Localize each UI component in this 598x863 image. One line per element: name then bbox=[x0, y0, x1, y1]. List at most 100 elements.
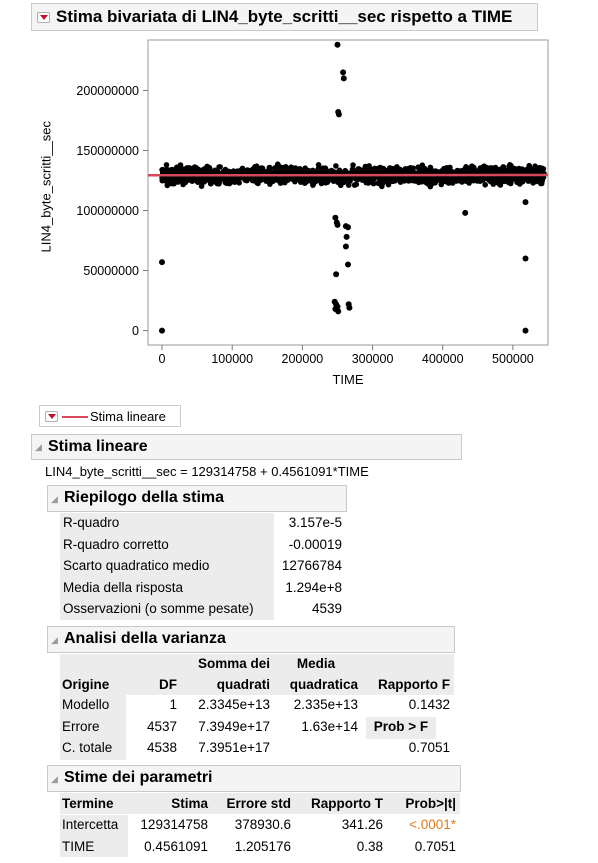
anova-row-df: 4537 bbox=[146, 718, 177, 734]
data-point bbox=[280, 164, 287, 171]
anova-header-row bbox=[60, 654, 454, 695]
params-row-errore: 378930.6 bbox=[234, 817, 291, 832]
legend-red-triangle-menu-icon[interactable] bbox=[45, 411, 58, 422]
data-point bbox=[205, 164, 212, 171]
data-point bbox=[315, 162, 322, 168]
collapse-triangle-icon[interactable]: ◢ bbox=[51, 774, 58, 784]
data-point bbox=[513, 168, 520, 174]
data-point bbox=[531, 169, 538, 175]
anova-label-column bbox=[60, 695, 126, 760]
data-point bbox=[302, 165, 309, 171]
data-point bbox=[346, 304, 353, 311]
main-red-triangle-menu-icon[interactable] bbox=[37, 12, 50, 23]
data-point bbox=[482, 182, 489, 188]
data-point bbox=[360, 167, 366, 173]
params-header[interactable]: ◢ Stime dei parametri bbox=[47, 765, 461, 792]
params-col-stima: Stima bbox=[171, 796, 208, 811]
data-point bbox=[485, 166, 492, 173]
data-point bbox=[296, 167, 302, 174]
summary-row-label: R-quadro corretto bbox=[63, 536, 169, 552]
params-row-p: 0.7051 bbox=[414, 838, 456, 854]
data-point bbox=[522, 327, 529, 334]
params-label-column bbox=[60, 815, 128, 857]
anova-header[interactable]: ◢ Analisi della varianza bbox=[47, 626, 455, 653]
legend-line-swatch bbox=[62, 416, 88, 418]
data-point bbox=[343, 233, 350, 240]
data-point bbox=[198, 183, 205, 189]
data-point bbox=[479, 176, 486, 182]
data-point bbox=[489, 178, 495, 185]
y-tick-label: 100000000 bbox=[76, 204, 139, 218]
anova-row-ms: 2.335e+13 bbox=[293, 697, 358, 712]
collapse-triangle-icon[interactable]: ◢ bbox=[51, 635, 58, 645]
data-point bbox=[322, 165, 329, 171]
data-point bbox=[332, 214, 339, 221]
data-point bbox=[284, 169, 291, 175]
params-row-t: 0.38 bbox=[356, 838, 383, 854]
data-point bbox=[382, 177, 389, 184]
y-tick-label: 200000000 bbox=[76, 84, 139, 98]
data-point bbox=[181, 177, 187, 184]
summary-row-label: Osservazioni (o somme pesate) bbox=[63, 601, 254, 616]
summary-row-value: 1.294e+8 bbox=[285, 579, 342, 595]
data-point bbox=[340, 75, 347, 82]
anova-row-origine: C. totale bbox=[62, 740, 113, 755]
x-tick-label: 300000 bbox=[352, 352, 394, 366]
collapse-triangle-icon[interactable]: ◢ bbox=[51, 494, 58, 504]
data-point bbox=[273, 167, 279, 174]
fit-equation: LIN4_byte_scritti__sec = 129314758 + 0.4… bbox=[45, 464, 369, 479]
params-row-errore: 1.205176 bbox=[234, 838, 291, 854]
collapse-triangle-icon[interactable]: ◢ bbox=[35, 442, 42, 452]
data-point bbox=[333, 163, 339, 169]
anova-col-f: Rapporto F bbox=[378, 677, 450, 692]
data-point bbox=[205, 169, 212, 176]
params-row-stima: 129314758 bbox=[140, 817, 208, 832]
scatter-chart: 0 100000 200000 300000 400000 500000 0 50000000… bbox=[76, 39, 549, 366]
x-tick-label: 400000 bbox=[422, 352, 464, 366]
data-point bbox=[438, 181, 445, 188]
data-point bbox=[442, 175, 449, 182]
anova-probf-cell bbox=[366, 717, 436, 739]
data-point bbox=[159, 327, 165, 334]
y-tick-label: 150000000 bbox=[76, 144, 139, 158]
data-point bbox=[334, 175, 341, 181]
data-point bbox=[324, 179, 331, 186]
params-title: Stime dei parametri bbox=[64, 769, 213, 786]
anova-row-ss: 7.3951e+17 bbox=[198, 740, 270, 755]
x-axis-title: TIME bbox=[332, 372, 364, 387]
data-point bbox=[522, 199, 529, 206]
legend-label: Stima lineare bbox=[90, 409, 166, 424]
data-point bbox=[449, 180, 456, 186]
data-point bbox=[206, 177, 213, 184]
main-title-bar: Stima bivariata di LIN4_byte_scritti__se… bbox=[31, 3, 538, 31]
data-point bbox=[159, 259, 165, 266]
anova-col-ss-line2: quadrati bbox=[216, 677, 270, 692]
params-row-termine: TIME bbox=[62, 838, 95, 854]
data-point bbox=[509, 175, 516, 181]
anova-row-ss: 2.3345e+13 bbox=[198, 697, 270, 712]
data-point bbox=[253, 176, 259, 182]
summary-row-value: 12766784 bbox=[281, 558, 342, 573]
summary-label-column bbox=[60, 513, 274, 620]
data-point bbox=[377, 164, 384, 171]
linear-fit-title: Stima lineare bbox=[48, 438, 148, 455]
data-point bbox=[164, 167, 170, 173]
data-point bbox=[350, 162, 356, 168]
params-header-row bbox=[60, 793, 460, 814]
data-point bbox=[214, 168, 221, 175]
data-point bbox=[340, 69, 347, 76]
data-point bbox=[363, 179, 370, 186]
params-col-t: Rapporto T bbox=[311, 796, 383, 811]
data-point bbox=[159, 167, 165, 173]
linear-fit-header[interactable]: ◢ Stima lineare bbox=[31, 434, 462, 460]
anova-row-ss: 7.3949e+17 bbox=[198, 718, 270, 734]
data-point bbox=[252, 164, 258, 170]
data-point bbox=[537, 168, 543, 175]
data-point bbox=[519, 178, 526, 185]
summary-header[interactable]: ◢ Riepilogo della stima bbox=[47, 485, 347, 512]
data-point bbox=[522, 255, 529, 262]
data-point bbox=[462, 209, 469, 216]
summary-row-label: R-quadro bbox=[63, 515, 120, 530]
plot-frame bbox=[147, 39, 549, 346]
data-point bbox=[385, 181, 392, 188]
